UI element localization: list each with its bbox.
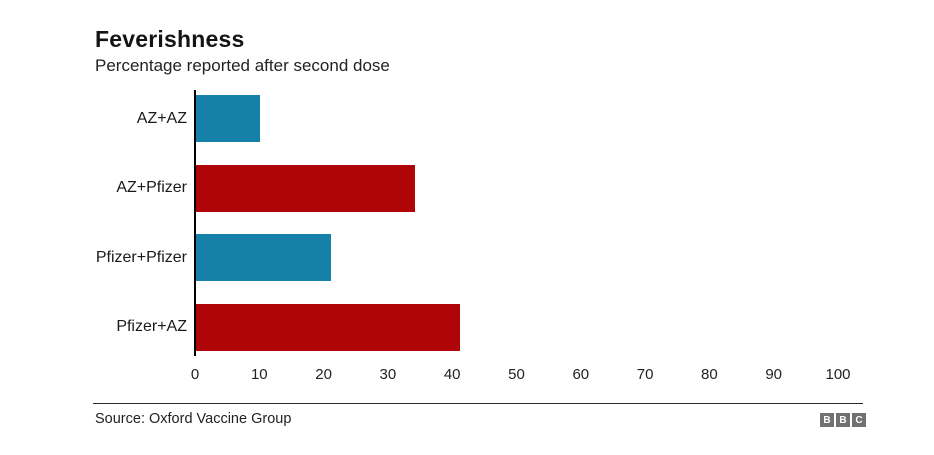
bbc-logo: B B C bbox=[820, 413, 866, 427]
category-label: AZ+Pfizer bbox=[116, 179, 187, 196]
x-tick-label: 0 bbox=[190, 366, 200, 383]
bbc-logo-letter: B bbox=[820, 413, 834, 427]
category-label: Pfizer+AZ bbox=[116, 318, 187, 335]
x-tick-label: 20 bbox=[315, 366, 332, 383]
y-axis-baseline bbox=[194, 90, 196, 356]
x-tick-label: 30 bbox=[379, 366, 397, 383]
source-text: Source: Oxford Vaccine Group bbox=[95, 411, 292, 427]
x-tick-label: 60 bbox=[572, 366, 590, 383]
bar-az-az bbox=[196, 95, 261, 142]
bbc-logo-letter: C bbox=[852, 413, 866, 427]
x-tick-label: 90 bbox=[765, 366, 783, 383]
category-label: AZ+AZ bbox=[136, 109, 187, 127]
bbc-logo-letter: B bbox=[836, 413, 850, 427]
x-tick-label: 100 bbox=[825, 366, 851, 383]
bar-pfizer-az bbox=[196, 303, 460, 351]
x-tick-label: 40 bbox=[443, 366, 461, 383]
x-tick-label: 50 bbox=[508, 366, 525, 383]
chart-subtitle: Percentage reported after second dose bbox=[95, 56, 390, 75]
x-tick-label: 70 bbox=[636, 366, 654, 383]
bar-az-pfizer bbox=[196, 164, 415, 212]
x-tick-label: 80 bbox=[701, 366, 718, 383]
bar-pfizer-pfizer bbox=[196, 234, 332, 281]
category-label: Pfizer+Pfizer bbox=[95, 248, 187, 266]
chart-title: Feverishness bbox=[95, 26, 245, 52]
footer-divider bbox=[93, 403, 863, 404]
x-tick-label: 10 bbox=[250, 366, 268, 383]
